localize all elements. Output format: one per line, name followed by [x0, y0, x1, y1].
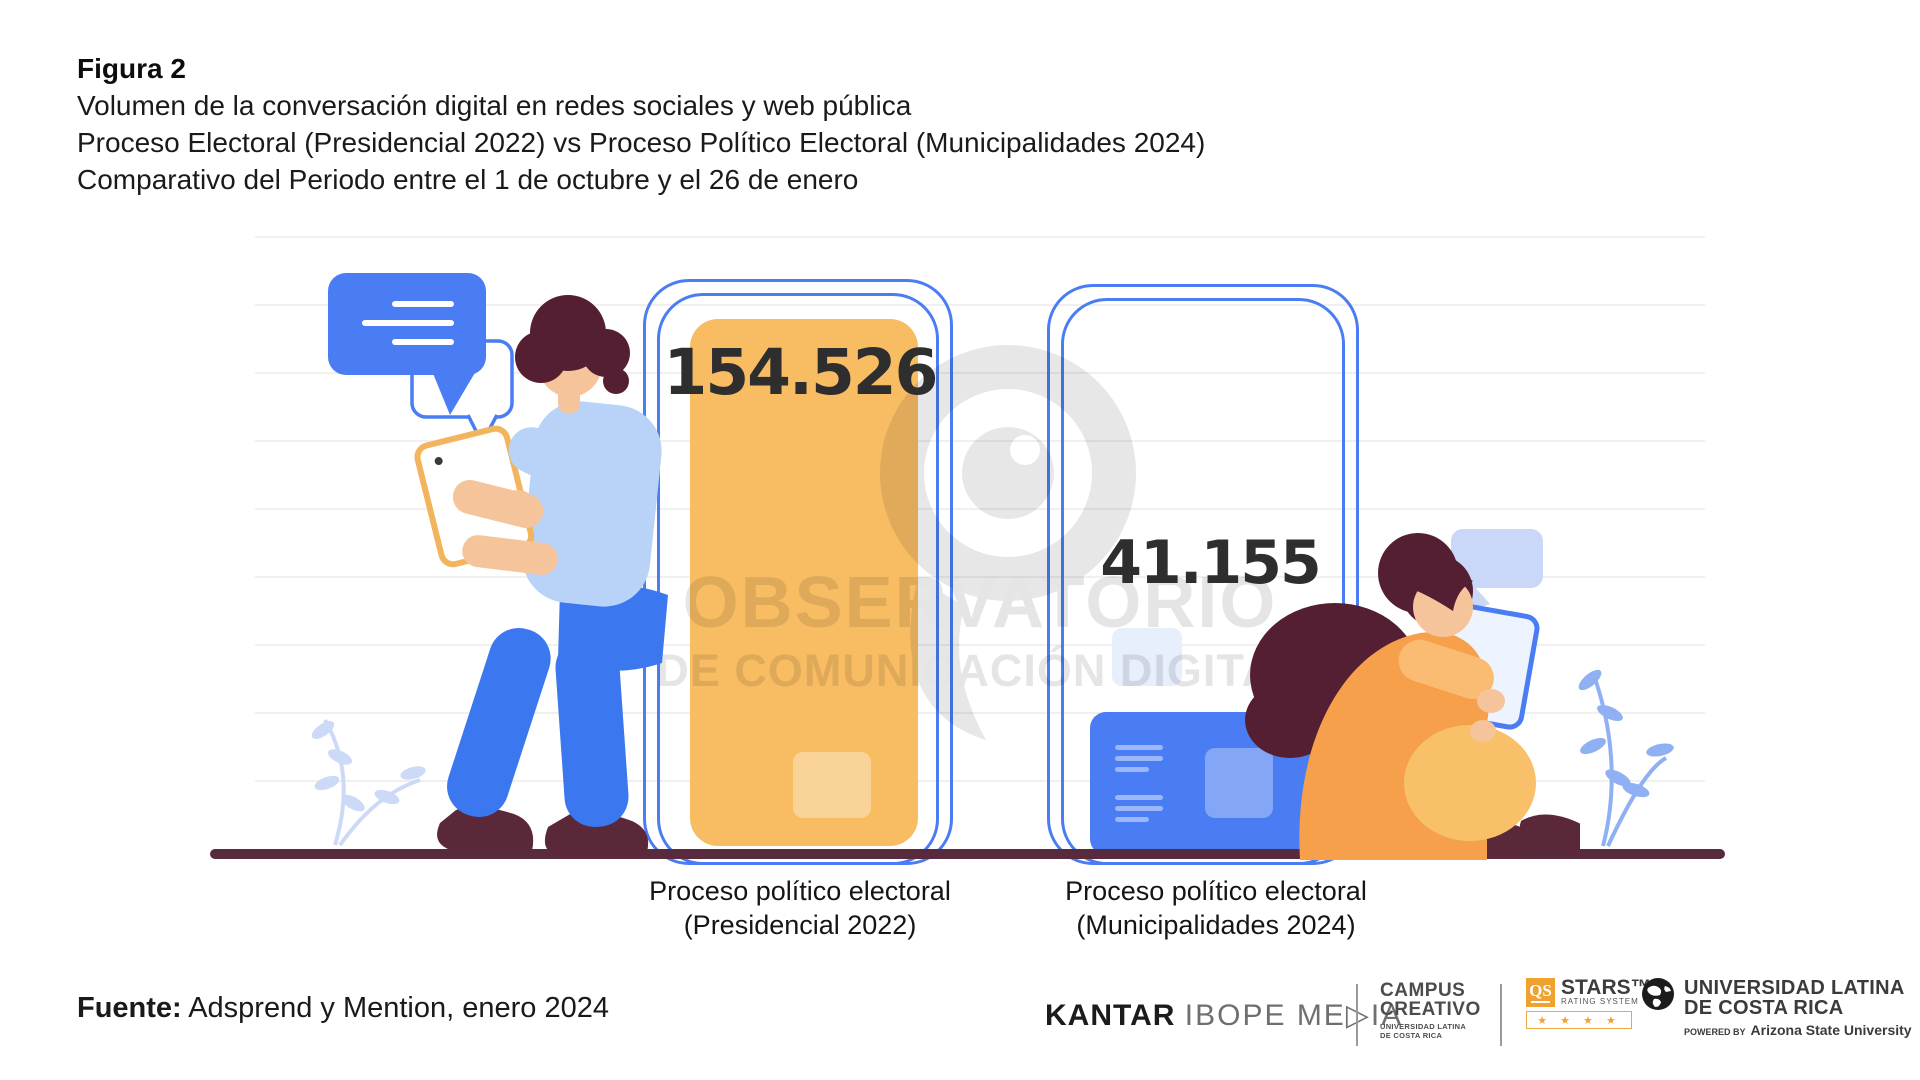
source-text: Adsprend y Mention, enero 2024: [188, 992, 609, 1024]
asu-wordmark: Arizona State University: [1750, 1022, 1912, 1038]
kantar-wordmark: KANTAR: [1045, 999, 1176, 1032]
card-text-line: [1115, 767, 1149, 772]
powered-by-label: POWERED BY: [1684, 1027, 1746, 1037]
card-text-line: [1115, 756, 1163, 761]
category-label-line: Proceso político electoral: [649, 876, 951, 906]
bar-presidencial-2022: [690, 319, 918, 846]
watermark-line-1: OBSERVATORIO: [682, 563, 1278, 643]
figure-label: Figura 2: [77, 53, 186, 84]
plant-left-icon: [311, 719, 426, 847]
value-label-presidencial: 154.526: [663, 336, 939, 409]
qs-rating-system: RATING SYSTEM: [1561, 997, 1639, 1006]
title-line-1: Volumen de la conversación digital en re…: [77, 90, 912, 121]
campus-subline-2: DE COSTA RICA: [1380, 1031, 1443, 1040]
source-label: Fuente:: [77, 992, 182, 1024]
card-text-line: [1115, 795, 1163, 800]
qs-letters: QS: [1529, 981, 1552, 1000]
campus-line: CREATIVO: [1380, 999, 1481, 1020]
universidad-latina-logo: UNIVERSIDAD LATINA DE COSTA RICA POWERED…: [1684, 978, 1912, 1038]
card-text-line: [1115, 806, 1163, 811]
eye-speech-bubble-watermark-logo: [880, 345, 1136, 740]
campus-creativo-logo: CAMPUS CREATIVO UNIVERSIDAD LATINA DE CO…: [1380, 981, 1481, 1040]
man-with-tablet-illustration: [414, 295, 668, 855]
globe-icon: [1642, 978, 1674, 1010]
card-inner-plate: [1205, 748, 1273, 818]
title-line-2: Proceso Electoral (Presidencial 2022) vs…: [77, 127, 1206, 158]
universidad-line: UNIVERSIDAD LATINA: [1684, 977, 1905, 999]
qs-stars-word: STARS™: [1561, 976, 1652, 999]
qs-star-rating-icon: ★ ★ ★ ★: [1526, 1011, 1632, 1029]
category-label-line: (Presidencial 2022): [683, 910, 917, 940]
qs-stars-logo: QS STARS™ RATING SYSTEM ★ ★ ★ ★: [1526, 976, 1652, 1029]
plant-right-icon: [1578, 669, 1674, 847]
watermark-line-2: DE COMUNICACIÓN DIGITAL: [656, 645, 1304, 696]
phone2-faint-tile: [1112, 628, 1182, 686]
category-label-line: Proceso político electoral: [1065, 876, 1367, 906]
figure-header: Figura 2 Volumen de la conversación digi…: [77, 50, 1205, 198]
logo-divider: [1356, 984, 1358, 1046]
value-label-municipalidades: 41.155: [1100, 528, 1322, 598]
category-label-municipalidades: Proceso político electoral (Municipalida…: [1044, 874, 1388, 942]
ibope-media-wordmark: IBOPE ME▷IA: [1184, 999, 1404, 1032]
card-text-line: [1115, 817, 1149, 822]
watermark-text: OBSERVATORIO DE COMUNICACIÓN DIGITAL: [600, 566, 1360, 696]
qs-badge-icon: QS: [1526, 978, 1555, 1007]
title-line-3: Comparativo del Periodo entre el 1 de oc…: [77, 164, 859, 195]
card-text-line: [1115, 745, 1163, 750]
bar-inner-plate: [793, 752, 871, 818]
observatorio-watermark: OBSERVATORIO DE COMUNICACIÓN DIGITAL: [600, 320, 1360, 750]
campus-subline-1: UNIVERSIDAD LATINA: [1380, 1022, 1467, 1031]
category-label-presidencial: Proceso político electoral (Presidencial…: [628, 874, 972, 942]
campus-subline: UNIVERSIDAD LATINA DE COSTA RICA: [1380, 1022, 1481, 1040]
campus-line: CAMPUS: [1380, 980, 1466, 1001]
woman-with-tablet-illustration: [1245, 529, 1580, 860]
category-label-line: (Municipalidades 2024): [1076, 910, 1356, 940]
logo-divider: [1500, 984, 1502, 1046]
universidad-line: DE COSTA RICA: [1684, 997, 1844, 1019]
kantar-ibope-media-logo: KANTAR IBOPE ME▷IA: [1045, 998, 1403, 1033]
ground-line: [210, 849, 1725, 859]
source-note: Fuente: Adsprend y Mention, enero 2024: [77, 992, 609, 1025]
